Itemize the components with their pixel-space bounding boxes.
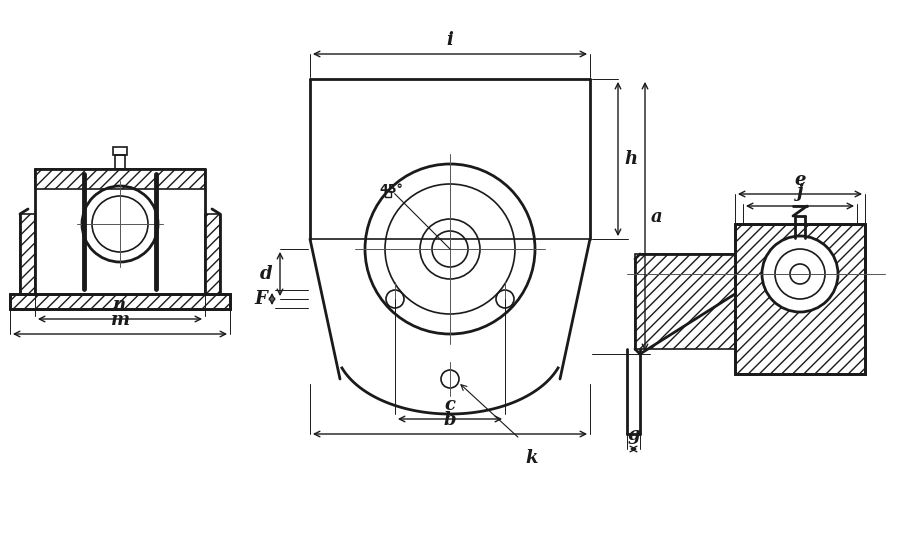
Bar (635, 254, 735, 349)
Text: k: k (525, 449, 537, 467)
Text: d: d (260, 265, 273, 283)
Circle shape (790, 264, 810, 284)
Bar (205, 214, 220, 294)
Text: j: j (796, 183, 803, 201)
Text: 45°: 45° (380, 183, 403, 196)
Text: c: c (445, 396, 455, 414)
Text: m: m (111, 311, 130, 329)
Text: a: a (651, 207, 662, 225)
Text: h: h (624, 150, 637, 168)
Text: i: i (446, 31, 454, 49)
Text: b: b (444, 411, 456, 429)
Text: g: g (627, 426, 640, 444)
Text: n: n (113, 296, 127, 314)
Circle shape (775, 249, 825, 299)
Bar (115, 155, 125, 169)
Text: e: e (794, 171, 806, 189)
Bar (35, 169, 205, 189)
Bar (113, 147, 127, 155)
Text: F: F (254, 290, 266, 308)
Bar (20, 214, 35, 294)
Circle shape (762, 236, 838, 312)
Bar (10, 294, 230, 309)
Bar (735, 224, 865, 374)
